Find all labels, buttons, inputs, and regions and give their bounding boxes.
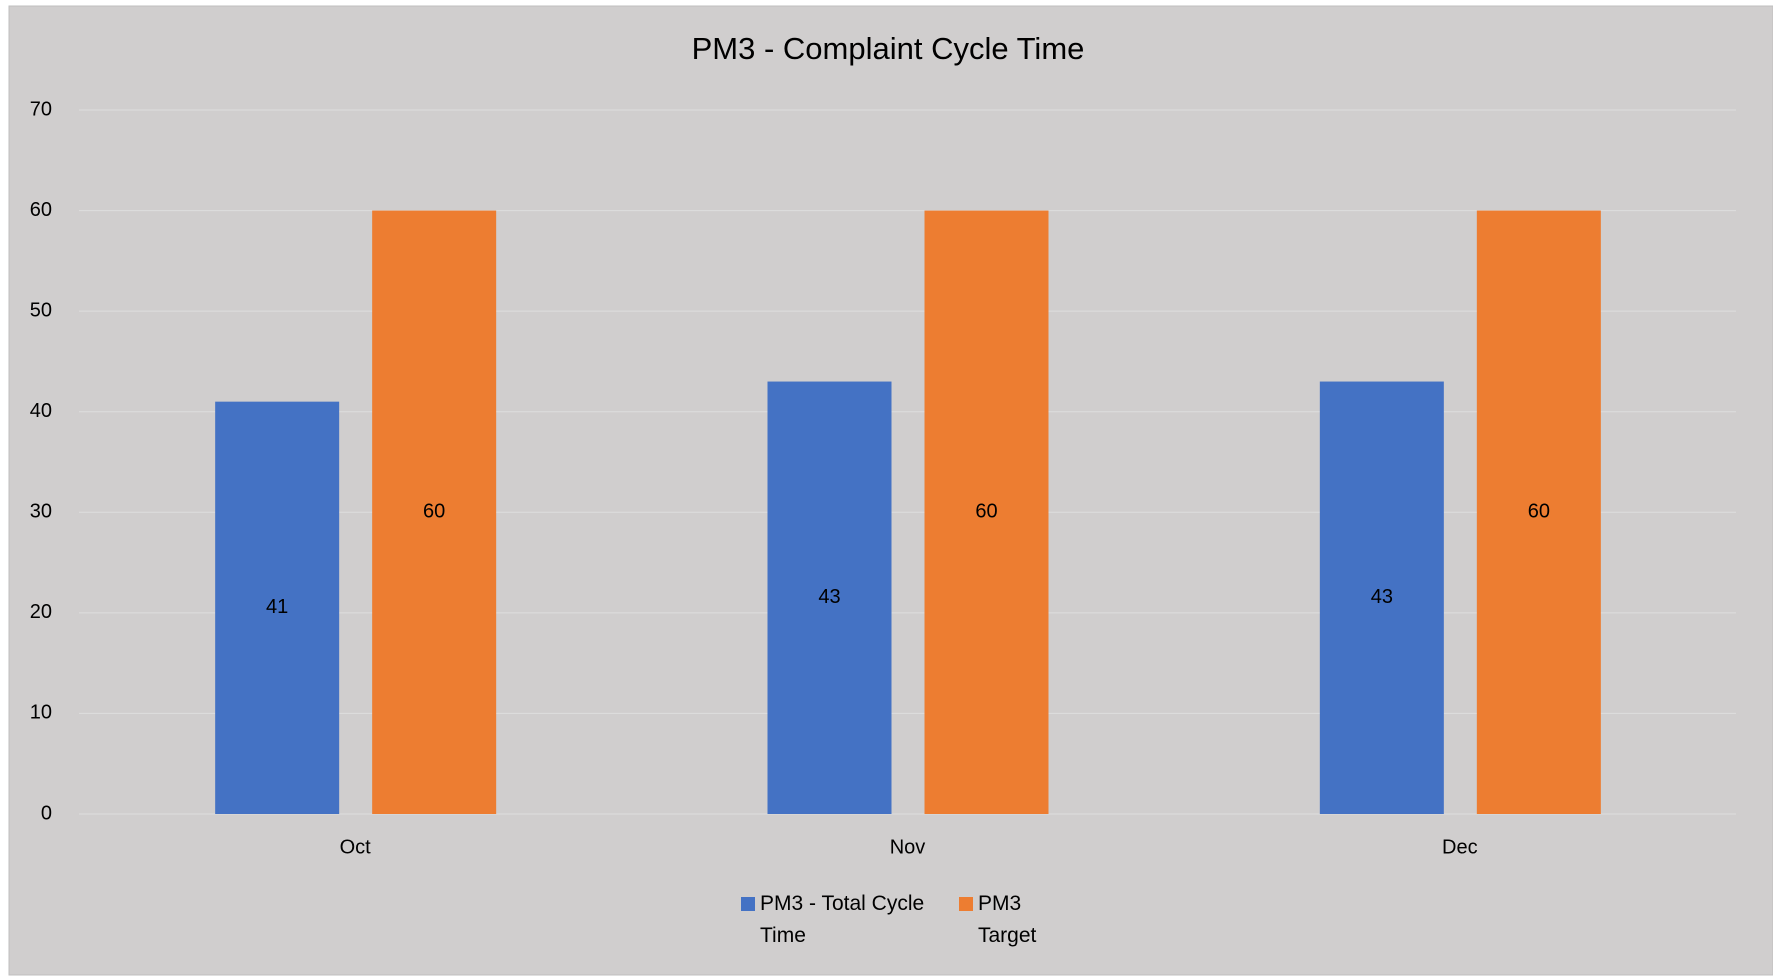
- bar: [1476, 210, 1601, 815]
- legend-item: PM3 Target: [959, 888, 1058, 952]
- legend-swatch: [959, 897, 973, 911]
- bar: [767, 381, 892, 814]
- y-tick-label: 70: [30, 98, 52, 120]
- legend-label: PM3 - Total Cycle Time: [760, 892, 925, 947]
- x-tick-label: Dec: [1442, 836, 1478, 858]
- x-tick-label: Nov: [890, 836, 926, 858]
- bar: [924, 210, 1049, 815]
- bar: [215, 401, 340, 814]
- x-tick-label: Oct: [340, 836, 372, 858]
- data-label: 43: [1371, 586, 1393, 608]
- legend-item: PM3 - Total Cycle Time: [741, 888, 930, 952]
- y-tick-label: 60: [30, 199, 52, 221]
- data-label: 60: [423, 501, 445, 523]
- y-tick-label: 20: [30, 601, 52, 623]
- y-tick-label: 40: [30, 400, 52, 422]
- chart-title: PM3 - Complaint Cycle Time: [692, 31, 1085, 66]
- data-label: 60: [1528, 501, 1550, 523]
- data-label: 60: [975, 501, 997, 523]
- bar: [1319, 381, 1444, 814]
- bar: [372, 210, 497, 815]
- y-tick-label: 0: [41, 802, 52, 824]
- y-tick-label: 10: [30, 702, 52, 724]
- data-label: 41: [266, 596, 288, 618]
- y-tick-label: 30: [30, 501, 52, 523]
- legend-swatch: [741, 897, 755, 911]
- y-tick-label: 50: [30, 299, 52, 321]
- data-label: 43: [818, 586, 840, 608]
- legend-label: PM3 Target: [978, 892, 1037, 947]
